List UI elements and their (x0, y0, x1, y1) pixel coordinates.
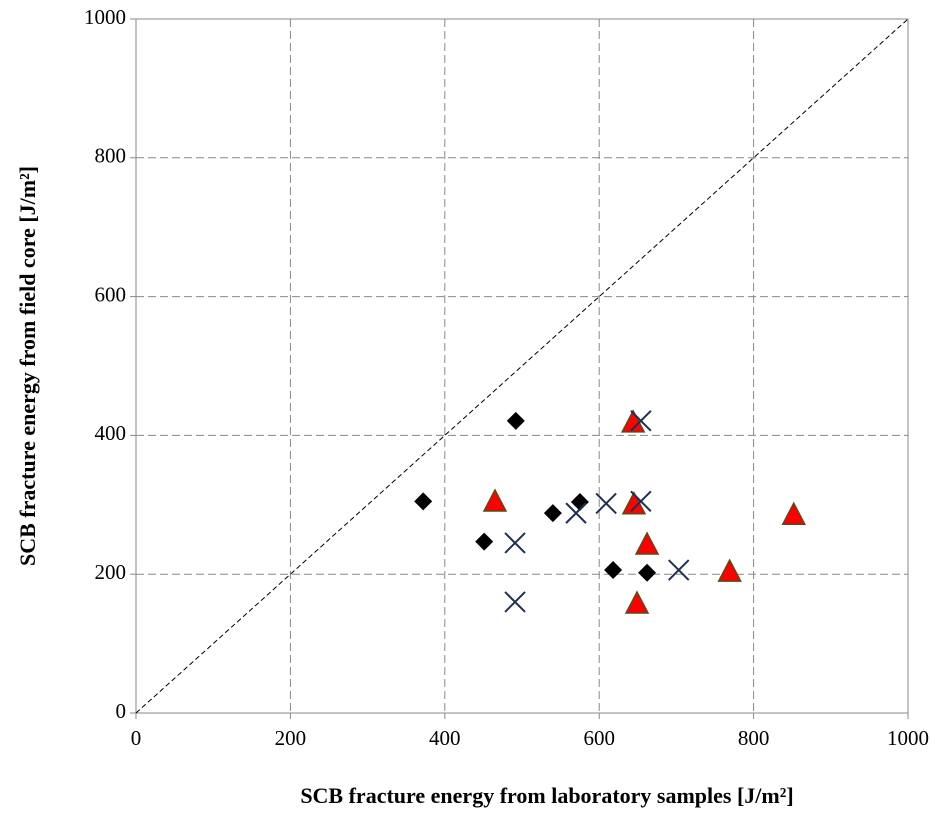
x-axis-label: SCB fracture energy from laboratory samp… (300, 783, 793, 808)
point (781, 501, 806, 525)
point (504, 591, 526, 613)
point (475, 532, 494, 551)
point (717, 558, 742, 582)
y-tick-label: 600 (95, 282, 127, 306)
x-tick-label: 1000 (887, 726, 929, 750)
point (570, 493, 589, 512)
point (624, 590, 650, 614)
point (414, 492, 433, 511)
equality-line (135, 18, 909, 714)
x-tick-label: 600 (583, 726, 615, 750)
point (595, 492, 617, 515)
point (504, 532, 526, 554)
point (630, 410, 652, 432)
y-tick-label: 800 (95, 144, 127, 168)
x-tick-label: 800 (738, 726, 770, 750)
x-tick-label: 400 (429, 726, 461, 750)
plot-frame (135, 18, 909, 714)
y-axis-label: SCB fracture energy from field core [J/m… (15, 166, 40, 566)
y-tick-label: 200 (95, 560, 127, 584)
point (604, 561, 623, 580)
point (506, 411, 525, 430)
x-tick-label: 0 (131, 726, 142, 750)
x-tick-label: 200 (275, 726, 307, 750)
point (620, 409, 646, 433)
y-tick-label: 1000 (84, 5, 126, 29)
y-tick-label: 400 (95, 421, 127, 445)
point (565, 502, 587, 524)
point (482, 488, 508, 512)
point (634, 531, 660, 555)
y-tick-label: 0 (116, 699, 127, 723)
point (638, 563, 657, 582)
point (668, 559, 690, 581)
point (630, 490, 652, 513)
point (543, 504, 562, 523)
